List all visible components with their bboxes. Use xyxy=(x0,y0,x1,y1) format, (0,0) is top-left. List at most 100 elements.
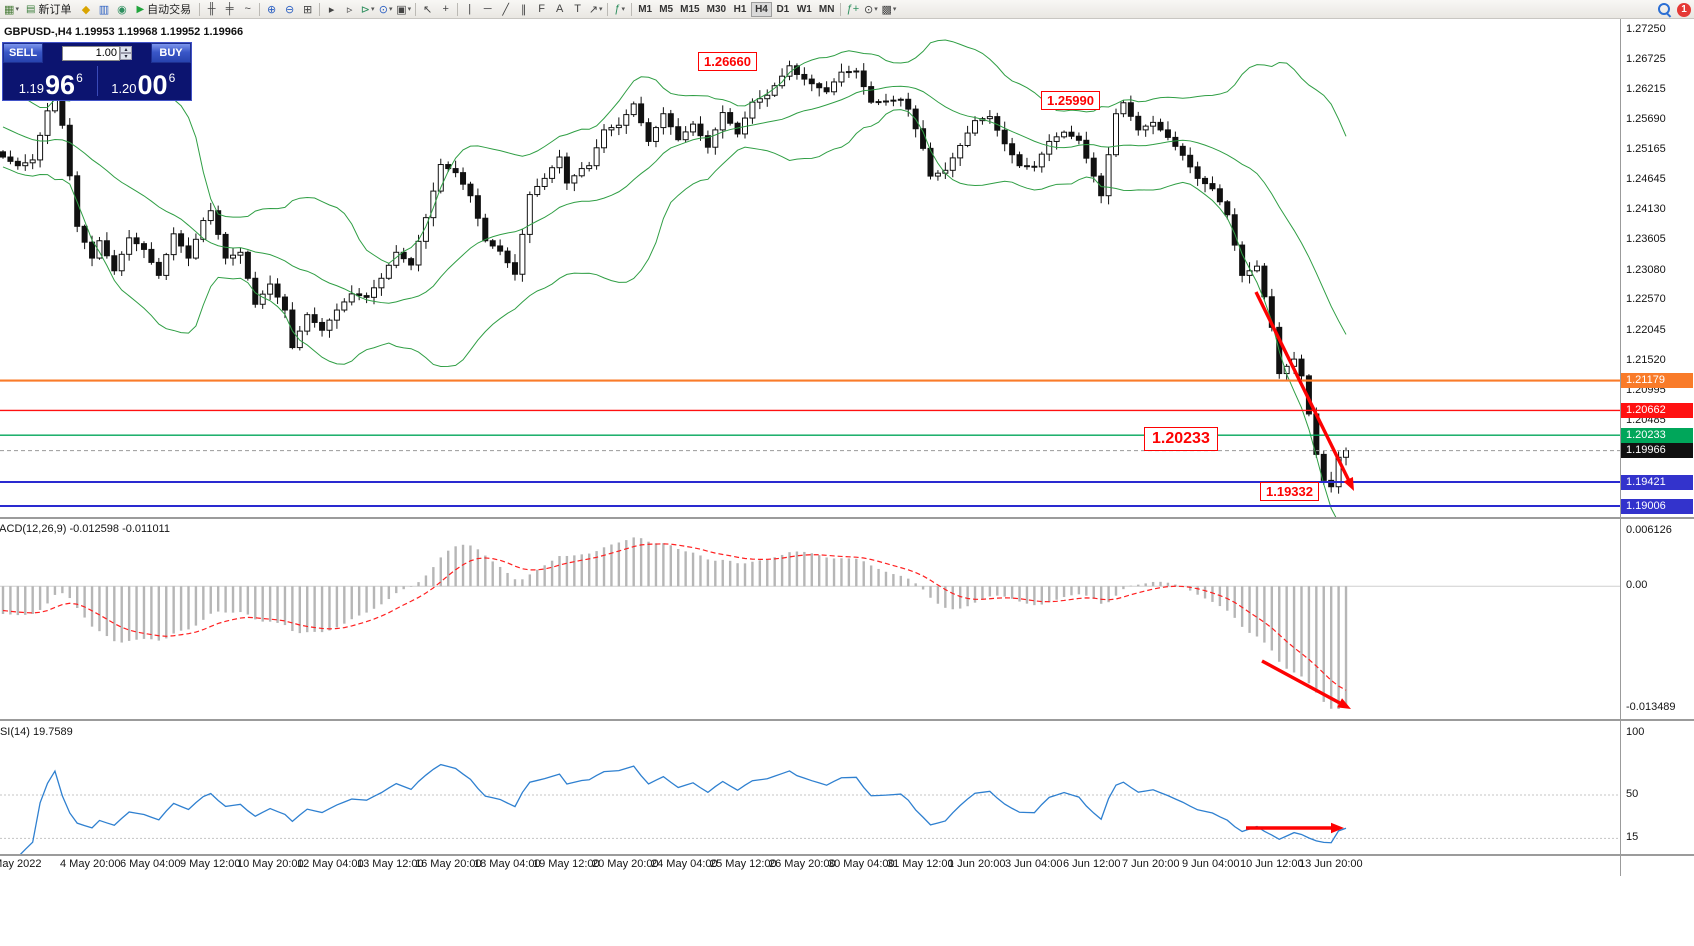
timeframe-m1-button[interactable]: M1 xyxy=(638,3,653,15)
indicators-add-icon[interactable]: ƒ+ xyxy=(846,3,860,15)
buy-button[interactable]: BUY xyxy=(151,43,191,63)
new-order-icon: ▤ xyxy=(26,3,36,15)
chevron-down-icon: ▾ xyxy=(599,6,603,13)
sell-price[interactable]: 1.19 96 6 xyxy=(5,71,97,99)
volume-input[interactable] xyxy=(62,45,120,61)
price-annotation-1.20233[interactable]: 1.20233 xyxy=(1144,427,1218,451)
price-annotation-1.25990[interactable]: 1.25990 xyxy=(1041,91,1100,110)
rsi-label: RSI(14) 19.7589 xyxy=(0,726,73,738)
price-axis-label: 1.21520 xyxy=(1626,353,1666,366)
price-badge-1.19421: 1.19421 xyxy=(1621,474,1693,490)
time-axis-label: 13 May 12:00 xyxy=(357,858,424,870)
chart-shift-icon[interactable]: ▹ xyxy=(346,3,353,16)
indicators-icon[interactable]: ƒ ▾ xyxy=(614,3,625,15)
trend-arrow[interactable] xyxy=(1261,659,1345,707)
horizontal-line-icon[interactable]: ─ xyxy=(483,3,492,15)
time-axis-label: 16 May 20:00 xyxy=(415,858,482,870)
crosshair-icon[interactable]: + xyxy=(442,3,449,15)
cursor-icon[interactable]: ↖ xyxy=(423,3,433,16)
auto-trading-icon: ▶ xyxy=(136,3,145,15)
sell-button[interactable]: SELL xyxy=(3,43,43,63)
bar-chart-icon[interactable]: ╫ xyxy=(207,3,216,15)
time-axis-label: 9 Jun 04:00 xyxy=(1182,858,1240,870)
timeframe-d1-button[interactable]: D1 xyxy=(776,3,790,15)
macd-label: MACD(12,26,9) -0.012598 -0.011011 xyxy=(0,523,170,535)
time-axis-label: 13 Jun 20:00 xyxy=(1299,858,1363,870)
toolbar-separator xyxy=(457,2,459,16)
equidistant-channel-icon[interactable]: ∥ xyxy=(520,3,527,16)
macd-axis-label: 0.006126 xyxy=(1626,524,1672,536)
timeframe-h1-button[interactable]: H1 xyxy=(733,3,747,15)
notification-badge[interactable]: 1 xyxy=(1677,2,1691,17)
vertical-line-icon[interactable]: | xyxy=(468,3,472,15)
navigator-icon[interactable]: ◉ xyxy=(117,3,127,16)
price-axis-label: 1.27250 xyxy=(1626,23,1666,35)
tile-windows-icon[interactable]: ⊞ xyxy=(303,3,313,16)
buy-price-pipette: 6 xyxy=(168,71,176,85)
period-clock-icon[interactable]: ⊙ ▾ xyxy=(864,3,878,16)
price-badge-1.19966: 1.19966 xyxy=(1621,443,1693,459)
toolbar-separator xyxy=(319,2,321,16)
profiles-icon[interactable]: ◆ xyxy=(81,3,91,16)
text-label-icon[interactable]: T xyxy=(574,3,582,15)
fibonacci-icon[interactable]: F xyxy=(538,3,546,15)
line-chart-icon[interactable]: ~ xyxy=(244,3,251,15)
timeframe-h4-button[interactable]: H4 xyxy=(751,1,772,17)
timeframe-m5-button[interactable]: M5 xyxy=(659,3,674,15)
volume-down-button[interactable]: ▾ xyxy=(120,53,132,60)
bollinger-middle-line xyxy=(2,85,1347,335)
new-order-button-label: 新订单 xyxy=(38,4,72,16)
text-icon[interactable]: A xyxy=(555,3,564,15)
time-axis-label: 10 May 20:00 xyxy=(237,858,304,870)
rsi-axis-label: 100 xyxy=(1626,726,1645,738)
panel-separator-macd-rsi[interactable] xyxy=(0,719,1694,721)
trendline-icon[interactable]: ╱ xyxy=(502,3,509,16)
zoom-in-icon[interactable]: ⊕ xyxy=(267,3,277,16)
timeframe-w1-button[interactable]: W1 xyxy=(796,3,812,15)
depth-of-market-icon[interactable]: ▣ ▾ xyxy=(396,3,412,16)
market-watch-icon[interactable]: ▥ xyxy=(98,3,110,16)
volume-control: ▴ ▾ xyxy=(43,43,151,63)
panel-separator-main-macd[interactable] xyxy=(0,517,1694,519)
panel-separator-rsi-timeaxis xyxy=(0,854,1694,856)
price-axis-label: 1.23605 xyxy=(1626,233,1666,246)
toolbar-separator xyxy=(415,2,417,16)
rsi-axis-label: 50 xyxy=(1626,788,1639,800)
chevron-down-icon: ▾ xyxy=(407,6,412,13)
buy-price-figure: 1.20 xyxy=(111,81,137,96)
templates-icon[interactable]: ▩ ▾ xyxy=(881,3,897,16)
candlestick-chart-icon[interactable]: ╪ xyxy=(225,3,234,15)
timeframe-mn-button[interactable]: MN xyxy=(818,3,835,15)
toolbar-separator xyxy=(259,2,261,16)
price-annotation-1.26660[interactable]: 1.26660 xyxy=(698,52,757,71)
arrows-tool-icon[interactable]: ↗ ▾ xyxy=(588,3,603,16)
search-icon[interactable] xyxy=(1657,2,1672,17)
zoom-out-icon[interactable]: ⊖ xyxy=(285,3,295,16)
chevron-down-icon: ▾ xyxy=(892,6,897,13)
timeframe-m30-button[interactable]: M30 xyxy=(706,3,727,15)
auto-trading-button[interactable]: ▶ 自动交易 xyxy=(131,1,196,17)
time-axis-label: 25 May 12:00 xyxy=(710,858,777,870)
timeframe-m15-button[interactable]: M15 xyxy=(680,3,700,15)
time-axis-label: 3 May 2022 xyxy=(0,858,42,870)
new-order-button[interactable]: ▤ 新订单 xyxy=(21,1,76,17)
time-axis-label: 19 May 12:00 xyxy=(533,858,600,870)
time-axis-label: 4 May 20:00 xyxy=(60,858,121,870)
timer-icon[interactable]: ⊙ ▾ xyxy=(378,3,393,16)
sell-price-pipette: 6 xyxy=(76,71,83,85)
price-annotation-1.19332[interactable]: 1.19332 xyxy=(1260,482,1319,501)
candles-layer xyxy=(0,60,1350,494)
strategy-tester-icon[interactable]: ⊳ ▾ xyxy=(360,3,375,16)
macd-layer xyxy=(0,537,1620,709)
auto-scroll-icon[interactable]: ▸ xyxy=(328,3,335,16)
toolbar-right-icons: 1 xyxy=(1657,2,1691,17)
buy-price[interactable]: 1.20 00 6 xyxy=(98,71,190,99)
volume-up-button[interactable]: ▴ xyxy=(120,46,132,53)
price-axis-label: 1.25690 xyxy=(1626,113,1666,126)
trend-arrow[interactable] xyxy=(1254,291,1352,485)
macd-axis-label: -0.013489 xyxy=(1626,701,1676,713)
new-chart-icon[interactable]: ▦ ▾ xyxy=(4,3,19,16)
